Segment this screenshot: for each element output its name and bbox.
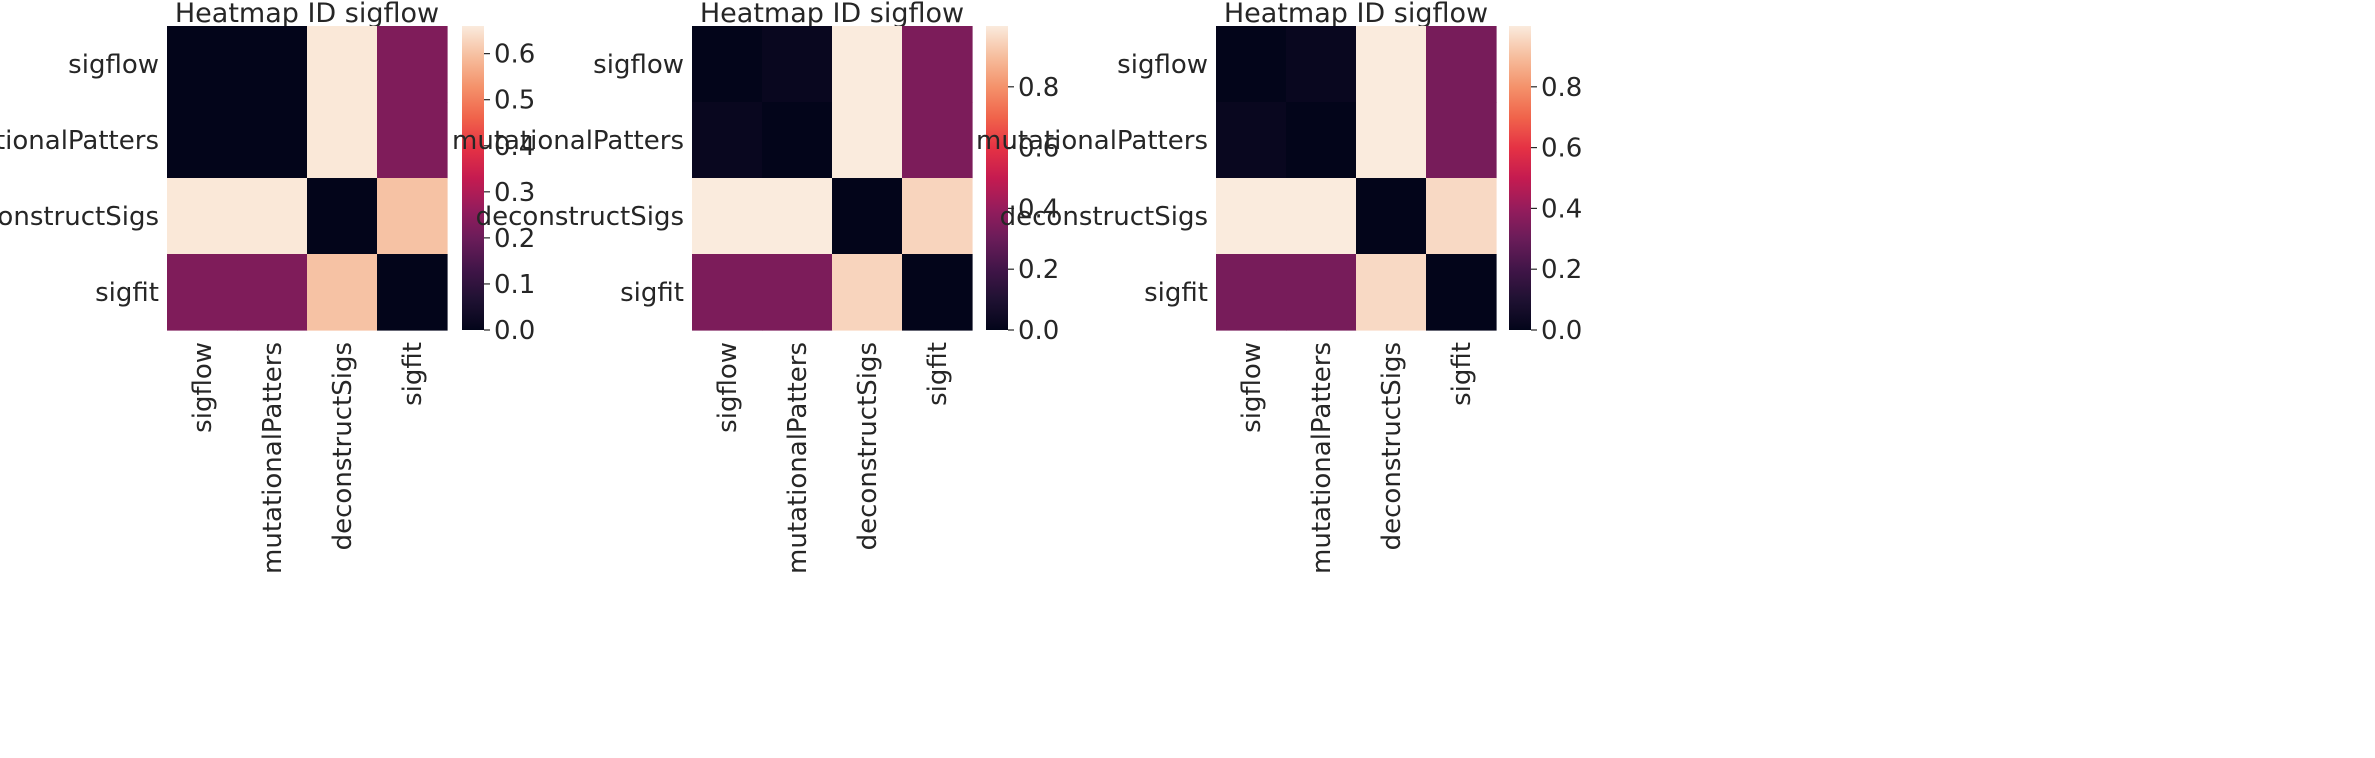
heatmap-cell-1-0: [1216, 102, 1287, 179]
heatmap-cell-2-1: [762, 178, 833, 255]
colorbar-tick-label: 0.6: [1018, 134, 1059, 164]
colorbar-tick-label: 0.4: [1541, 194, 1582, 224]
heatmap-cell-3-2: [1356, 254, 1427, 331]
colorbar-tick-label: 0.8: [1541, 73, 1582, 103]
heatmap-title: Heatmap ID sigflow: [175, 0, 439, 29]
heatmap-cell-3-2: [307, 254, 378, 331]
heatmap-cell-1-3: [902, 102, 973, 179]
heatmap-cell-0-1: [237, 26, 308, 103]
x-tick-label: deconstructSigs: [1377, 342, 1407, 550]
heatmap-cell-0-2: [307, 26, 378, 103]
y-tick-label: sigfit: [95, 278, 159, 308]
colorbar-tick-label: 0.1: [494, 270, 535, 300]
heatmap-cell-1-2: [1356, 102, 1427, 179]
colorbar-tick-label: 0.8: [1018, 73, 1059, 103]
heatmap-cell-2-3: [377, 178, 448, 255]
heatmap-cell-2-0: [1216, 178, 1287, 255]
heatmap-cell-1-1: [1286, 102, 1357, 179]
heatmap-cell-2-2: [832, 178, 903, 255]
colorbar-tick-label: 0.2: [494, 224, 535, 254]
heatmap-cell-3-3: [377, 254, 448, 331]
heatmap-cell-0-3: [902, 26, 973, 103]
heatmap-cell-2-3: [902, 178, 973, 255]
heatmap-title: Heatmap ID sigflow: [700, 0, 964, 29]
heatmap-cell-3-0: [167, 254, 238, 331]
colorbar-tick-label: 0.4: [494, 132, 535, 162]
y-tick-label: sigfit: [620, 278, 684, 308]
heatmap-cell-0-0: [1216, 26, 1287, 103]
x-tick-label: sigfit: [1447, 342, 1477, 406]
heatmap-cell-3-2: [832, 254, 903, 331]
heatmap-cell-2-1: [1286, 178, 1357, 255]
x-tick-label: deconstructSigs: [328, 342, 358, 550]
heatmap-cell-0-2: [832, 26, 903, 103]
y-tick-label: mutationalPatters: [0, 126, 159, 156]
colorbar: [986, 26, 1008, 330]
heatmap-cell-3-3: [902, 254, 973, 331]
x-tick-label: sigfit: [398, 342, 428, 406]
x-tick-label: mutationalPatters: [1307, 342, 1337, 574]
y-tick-label: mutationalPatters: [976, 126, 1208, 156]
x-tick-label: mutationalPatters: [783, 342, 813, 574]
heatmap-cell-1-3: [1426, 102, 1497, 179]
colorbar-tick-label: 0.0: [1541, 316, 1582, 346]
colorbar-tick-label: 0.0: [1018, 316, 1059, 346]
x-tick-label: deconstructSigs: [853, 342, 883, 550]
y-tick-label: sigflow: [1117, 50, 1208, 80]
heatmap-cell-2-2: [307, 178, 378, 255]
heatmap-cell-1-0: [692, 102, 763, 179]
colorbar-tick-label: 0.4: [1018, 194, 1059, 224]
heatmap-cell-1-3: [377, 102, 448, 179]
colorbar-tick-label: 0.3: [494, 178, 535, 208]
heatmap-cell-0-1: [762, 26, 833, 103]
heatmap-cell-1-2: [307, 102, 378, 179]
heatmap-cell-2-0: [692, 178, 763, 255]
heatmap-cell-3-0: [1216, 254, 1287, 331]
heatmap-cell-0-2: [1356, 26, 1427, 103]
heatmap-cell-2-3: [1426, 178, 1497, 255]
colorbar-tick-label: 0.2: [1018, 255, 1059, 285]
colorbar-tick-label: 0.6: [494, 40, 535, 70]
heatmap-cell-0-0: [167, 26, 238, 103]
colorbar: [462, 26, 484, 330]
heatmap-cell-1-1: [762, 102, 833, 179]
x-tick-label: sigfit: [923, 342, 953, 406]
heatmap-panel-3: Heatmap ID sigflow sigflow mutationalPatte…: [976, 0, 1582, 574]
heatmap-title: Heatmap ID sigflow: [1224, 0, 1488, 29]
heatmap-panel-2: Heatmap ID sigflow sigflow mutationalPatte…: [452, 0, 1059, 574]
heatmap-cell-0-1: [1286, 26, 1357, 103]
y-tick-label: deconstructSigs: [476, 202, 684, 232]
heatmap-cell-0-3: [1426, 26, 1497, 103]
heatmap-cell-1-1: [237, 102, 308, 179]
heatmap-cell-1-0: [167, 102, 238, 179]
x-tick-label: mutationalPatters: [258, 342, 288, 574]
heatmap-cell-2-0: [167, 178, 238, 255]
y-tick-label: sigflow: [68, 50, 159, 80]
heatmap-cell-3-1: [1286, 254, 1357, 331]
y-tick-label: mutationalPatters: [452, 126, 684, 156]
heatmap-panel-1: Heatmap ID sigflow sigflow mutationalPatte…: [0, 0, 535, 574]
heatmap-cell-3-3: [1426, 254, 1497, 331]
colorbar-tick-label: 0.0: [494, 316, 535, 346]
x-tick-label: sigflow: [188, 342, 218, 433]
heatmap-cell-3-1: [237, 254, 308, 331]
heatmap-cell-0-0: [692, 26, 763, 103]
x-tick-label: sigflow: [713, 342, 743, 433]
y-tick-label: sigfit: [1144, 278, 1208, 308]
heatmap-cell-1-2: [832, 102, 903, 179]
y-tick-label: deconstructSigs: [1000, 202, 1208, 232]
y-tick-label: deconstructSigs: [0, 202, 159, 232]
colorbar-tick-label: 0.5: [494, 86, 535, 116]
y-tick-label: sigflow: [593, 50, 684, 80]
x-tick-label: sigflow: [1237, 342, 1267, 433]
colorbar: [1509, 26, 1531, 330]
heatmap-cell-3-1: [762, 254, 833, 331]
colorbar-tick-label: 0.2: [1541, 255, 1582, 285]
heatmap-cell-2-2: [1356, 178, 1427, 255]
heatmap-cell-2-1: [237, 178, 308, 255]
heatmap-cell-3-0: [692, 254, 763, 331]
colorbar-tick-label: 0.6: [1541, 134, 1582, 164]
heatmap-cell-0-3: [377, 26, 448, 103]
